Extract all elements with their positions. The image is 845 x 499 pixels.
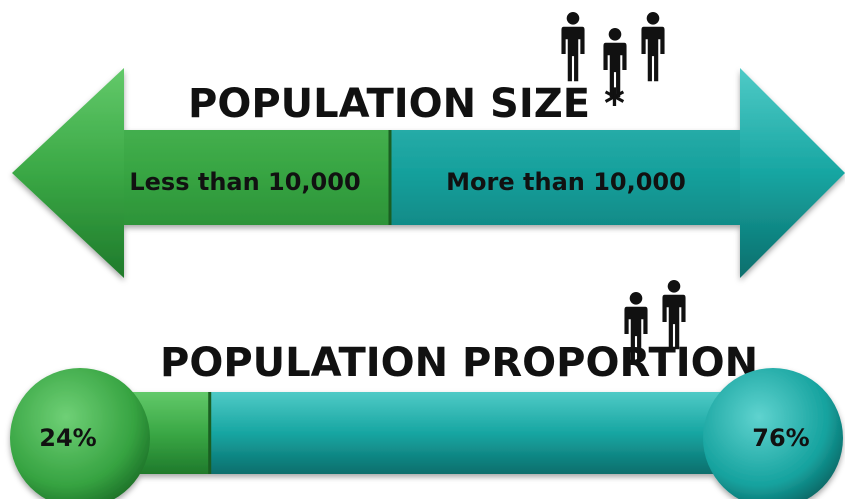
value-label-76: 76%: [752, 424, 809, 452]
size-title: POPULATION SIZE *: [188, 81, 625, 127]
left-end-ball: [10, 368, 150, 499]
right-end-ball: [703, 368, 843, 499]
left-arrow-green: [12, 68, 390, 278]
teal-band-shade: [390, 130, 740, 225]
green-band-shade: [124, 130, 390, 225]
proportion-title: POPULATION PROPORTION: [160, 340, 758, 386]
right-arrow-teal: [390, 68, 845, 278]
value-label-24: 24%: [39, 424, 96, 452]
size-left-label: Less than 10,000: [129, 168, 360, 196]
proportion-bar: [10, 368, 843, 499]
bar-segment-more-than-10000: [209, 392, 773, 474]
size-arrow: [12, 68, 845, 278]
size-right-label: More than 10,000: [446, 168, 686, 196]
